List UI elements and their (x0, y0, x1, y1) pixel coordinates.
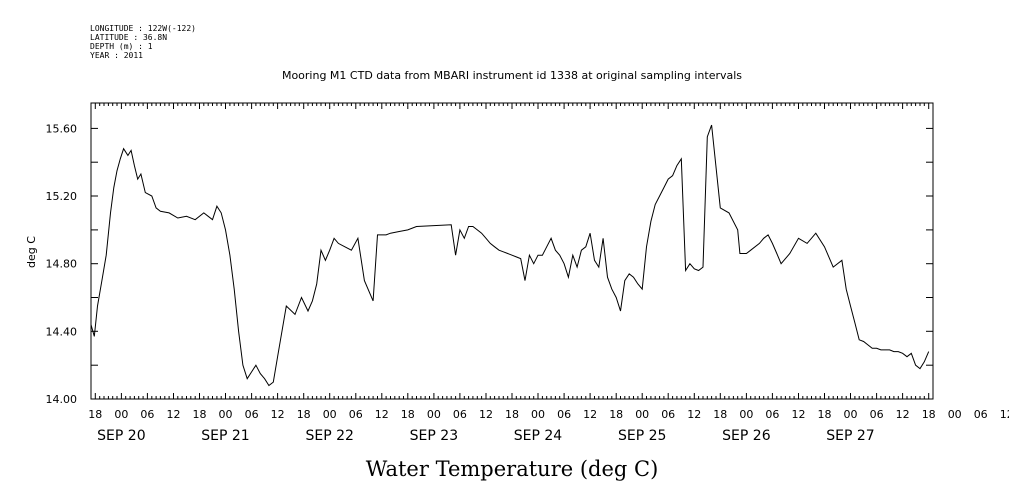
x-hour-label: 18 (88, 408, 102, 421)
x-hour-label: 18 (297, 408, 311, 421)
x-hour-label: 00 (531, 408, 545, 421)
y-tick-label: 15.60 (46, 122, 78, 135)
axis-ticks (90, 103, 934, 400)
x-hour-label: 00 (427, 408, 441, 421)
metadata-block: LONGITUDE : 122W(-122) LATITUDE : 36.8N … (90, 24, 196, 60)
x-day-label: SEP 24 (514, 428, 563, 444)
x-hour-label: 06 (765, 408, 779, 421)
chart-title: Mooring M1 CTD data from MBARI instrumen… (282, 69, 742, 82)
x-hour-label: 18 (922, 408, 936, 421)
x-hour-label: 00 (114, 408, 128, 421)
y-tick-label: 14.00 (46, 393, 78, 406)
x-day-label: SEP 21 (201, 428, 249, 444)
x-hour-label: 06 (974, 408, 988, 421)
x-hour-label: 18 (713, 408, 727, 421)
x-hour-label: 12 (479, 408, 493, 421)
x-hour-label: 06 (245, 408, 259, 421)
x-hour-label: 06 (140, 408, 154, 421)
x-hour-label: 12 (792, 408, 806, 421)
x-hour-label: 18 (818, 408, 832, 421)
y-tick-label: 15.20 (46, 190, 78, 203)
x-hour-label: 12 (167, 408, 181, 421)
x-hour-label: 12 (271, 408, 285, 421)
x-hour-label: 00 (323, 408, 337, 421)
x-day-label: SEP 26 (722, 428, 771, 444)
x-hour-labels: 18 00 06 12 18 00 06 12 18 00 06 12 18 00 06 12 18 00 06 12… (88, 408, 1009, 421)
y-tick-label: 14.80 (46, 258, 78, 271)
x-hour-label: 18 (193, 408, 207, 421)
depth-label: DEPTH (m) : 1 (90, 42, 153, 51)
x-hour-label: 06 (557, 408, 571, 421)
y-tick-label: 14.40 (46, 325, 78, 338)
x-hour-label: 12 (1000, 408, 1009, 421)
x-hour-label: 18 (401, 408, 415, 421)
x-day-label: SEP 20 (97, 428, 145, 444)
temperature-series-line (90, 124, 930, 387)
x-hour-label: 18 (505, 408, 519, 421)
x-hour-label: 12 (583, 408, 597, 421)
latitude-label: LATITUDE : 36.8N (90, 33, 167, 42)
x-day-label: SEP 27 (826, 428, 874, 444)
y-axis-label: deg C (25, 236, 38, 268)
x-hour-label: 00 (635, 408, 649, 421)
x-day-label: SEP 25 (618, 428, 666, 444)
x-hour-label: 12 (687, 408, 701, 421)
x-day-label: SEP 23 (410, 428, 458, 444)
x-hour-label: 00 (844, 408, 858, 421)
x-day-labels: SEP 20 SEP 21 SEP 22 SEP 23 SEP 24 SEP 25 SEP … (97, 428, 875, 444)
longitude-label: LONGITUDE : 122W(-122) (90, 24, 196, 33)
y-tick-labels: 14.00 14.40 14.80 15.20 15.60 (46, 122, 78, 406)
x-hour-label: 06 (870, 408, 884, 421)
x-hour-label: 12 (375, 408, 389, 421)
x-day-label: SEP 22 (305, 428, 353, 444)
plot-frame (90, 102, 934, 400)
x-hour-label: 00 (739, 408, 753, 421)
x-axis-label: Water Temperature (deg C) (366, 457, 659, 481)
x-hour-label: 06 (349, 408, 363, 421)
x-hour-label: 06 (661, 408, 675, 421)
x-hour-label: 00 (219, 408, 233, 421)
x-hour-label: 18 (609, 408, 623, 421)
x-hour-label: 00 (948, 408, 962, 421)
x-hour-label: 06 (453, 408, 467, 421)
x-hour-label: 12 (896, 408, 910, 421)
year-label: YEAR : 2011 (90, 51, 143, 60)
